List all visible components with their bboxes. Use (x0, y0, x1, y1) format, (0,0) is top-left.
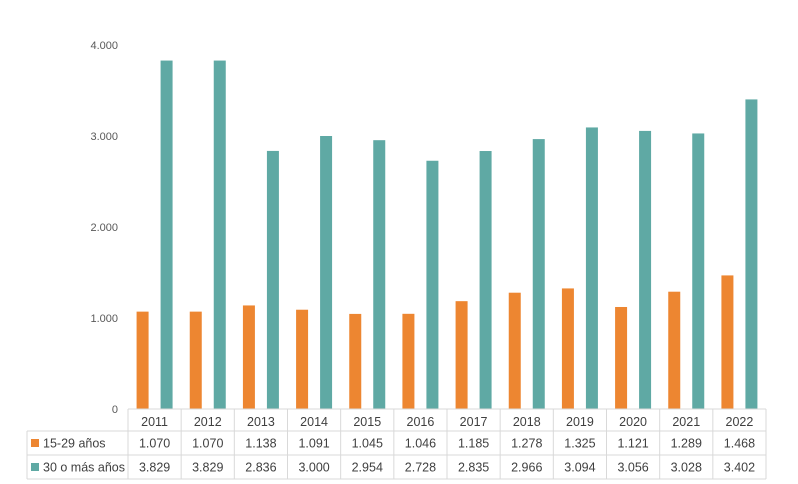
y-tick-label: 4.000 (90, 40, 118, 52)
bar-age-30-plus-2013 (266, 150, 279, 409)
x-tick-label: 2022 (726, 415, 754, 429)
x-tick-label: 2015 (353, 415, 381, 429)
data-label: 1.185 (458, 437, 489, 451)
bar-age-15-29-2021 (668, 291, 681, 409)
data-label: 2.728 (405, 461, 436, 475)
bar-age-15-29-2014 (296, 309, 309, 409)
bar-age-15-29-2020 (615, 306, 628, 409)
y-tick-label: 1.000 (90, 313, 118, 325)
bar-age-15-29-2022 (721, 275, 734, 409)
data-label: 3.829 (139, 461, 170, 475)
bar-age-30-plus-2014 (320, 136, 333, 409)
data-label: 2.835 (458, 461, 489, 475)
bar-age-30-plus-2017 (479, 151, 492, 409)
legend-label: 30 o más años (43, 461, 125, 475)
x-tick-label: 2011 (141, 415, 168, 429)
data-label: 1.070 (139, 437, 170, 451)
bar-age-15-29-2018 (508, 292, 521, 409)
y-tick-label: 2.000 (90, 222, 118, 234)
data-label: 1.325 (564, 437, 595, 451)
data-label: 1.070 (192, 437, 223, 451)
data-label: 3.000 (298, 461, 329, 475)
bar-age-15-29-2011 (136, 311, 149, 409)
legend-swatch (31, 463, 39, 471)
bar-age-30-plus-2019 (585, 127, 598, 410)
x-tick-label: 2021 (672, 415, 700, 429)
legend-swatch (31, 439, 39, 447)
data-label: 1.121 (617, 437, 648, 451)
data-label: 2.966 (511, 461, 542, 475)
bar-age-15-29-2013 (242, 305, 255, 409)
data-label: 3.402 (724, 461, 755, 475)
data-label: 1.045 (352, 437, 383, 451)
x-tick-label: 2012 (194, 415, 222, 429)
bar-age-15-29-2012 (189, 311, 202, 409)
data-label: 1.046 (405, 437, 436, 451)
x-tick-label: 2014 (300, 415, 328, 429)
x-tick-label: 2020 (619, 415, 647, 429)
x-tick-label: 2016 (407, 415, 435, 429)
bar-age-15-29-2017 (455, 301, 468, 409)
data-label: 1.289 (671, 437, 702, 451)
y-tick-label: 3.000 (90, 131, 118, 143)
y-tick-label: 0 (112, 404, 118, 416)
bar-age-15-29-2016 (402, 313, 415, 409)
data-label: 2.836 (245, 461, 276, 475)
data-label: 3.056 (617, 461, 648, 475)
bar-age-30-plus-2015 (373, 140, 386, 409)
data-label: 2.954 (352, 461, 383, 475)
bar-age-30-plus-2016 (426, 160, 439, 409)
x-tick-label: 2019 (566, 415, 594, 429)
bar-age-30-plus-2020 (639, 130, 652, 410)
bar-age-30-plus-2021 (692, 133, 705, 409)
data-label: 1.468 (724, 437, 755, 451)
bar-age-30-plus-2011 (160, 60, 173, 409)
x-tick-label: 2017 (460, 415, 488, 429)
data-label: 1.278 (511, 437, 542, 451)
bar-age-15-29-2015 (349, 313, 362, 409)
bar-age-30-plus-2022 (745, 99, 758, 409)
data-label: 3.028 (671, 461, 702, 475)
x-tick-label: 2018 (513, 415, 541, 429)
bar-age-30-plus-2012 (213, 60, 226, 409)
bar-age-15-29-2019 (561, 288, 574, 409)
data-label: 1.091 (298, 437, 329, 451)
data-label: 1.138 (245, 437, 276, 451)
data-label: 3.829 (192, 461, 223, 475)
data-label: 3.094 (564, 461, 595, 475)
bar-age-30-plus-2018 (532, 139, 545, 409)
legend-label: 15-29 años (43, 437, 106, 451)
x-tick-label: 2013 (247, 415, 275, 429)
